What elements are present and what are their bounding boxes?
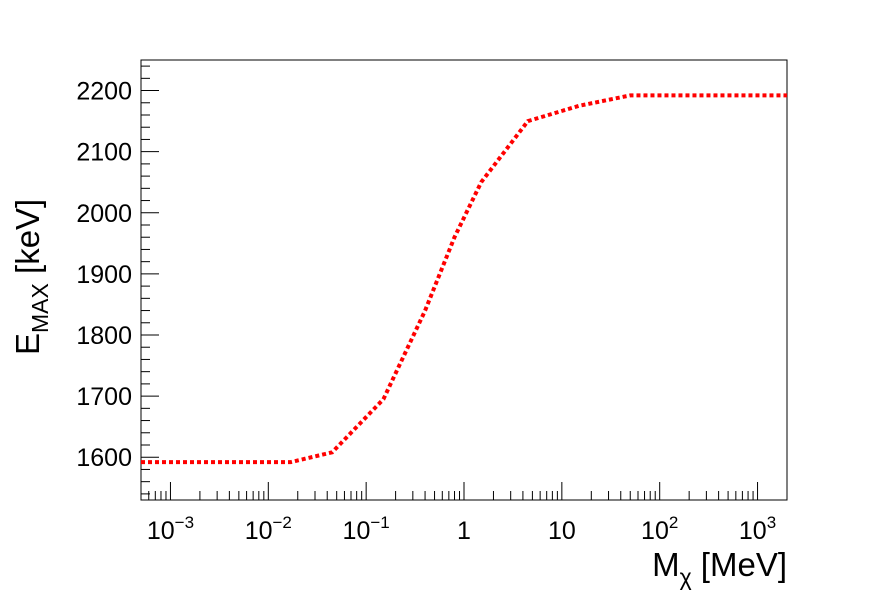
y-major-ticks: [141, 90, 159, 458]
x-tick-label: 10−1: [343, 513, 390, 545]
x-tick-label: 103: [739, 513, 776, 545]
x-tick-label: 10: [548, 517, 576, 545]
y-minor-ticks: [141, 65, 150, 495]
y-tick-label: 2000: [76, 200, 132, 228]
x-axis-label-main: M: [652, 546, 680, 583]
x-ticks: [140, 482, 788, 500]
y-axis-label-unit: [keV]: [9, 199, 46, 283]
series-group: [141, 93, 787, 465]
y-axis-label: EMAX [keV]: [9, 199, 53, 355]
x-axis-label: Mχ [MeV]: [652, 546, 787, 590]
series-line: [141, 93, 787, 465]
x-tick-label: 10−2: [245, 513, 292, 545]
y-tick-label: 2100: [76, 139, 132, 167]
y-tick-label: 1800: [76, 322, 132, 350]
y-axis-label-main: E: [9, 333, 46, 355]
x-tick-labels: 10−3 10−2 10−1 1 10 102 103: [147, 513, 776, 545]
y-tick-label: 2200: [76, 78, 132, 106]
y-axis-label-sub: MAX: [27, 283, 53, 333]
y-tick-label: 1900: [76, 261, 132, 289]
x-tick-label: 10−3: [147, 513, 194, 545]
x-tick-label: 102: [641, 513, 678, 545]
x-axis-label-sub: χ: [680, 564, 692, 590]
x-tick-label: 1: [457, 517, 471, 545]
plot-frame: [140, 59, 788, 501]
y-tick-label: 1700: [76, 383, 132, 411]
x-axis-label-unit: [MeV]: [692, 546, 787, 583]
y-tick-label: 1600: [76, 444, 132, 472]
y-tick-labels: 1600 1700 1800 1900 2000 2100 2200: [76, 78, 132, 473]
